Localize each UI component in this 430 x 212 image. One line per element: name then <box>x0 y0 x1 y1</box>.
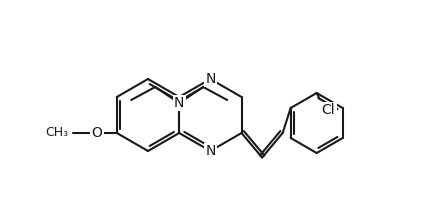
Text: CH₃: CH₃ <box>46 127 69 139</box>
Text: N: N <box>174 96 184 110</box>
Text: N: N <box>205 144 215 158</box>
Text: Cl: Cl <box>322 103 335 117</box>
Text: O: O <box>92 126 102 140</box>
Text: N: N <box>205 72 215 86</box>
